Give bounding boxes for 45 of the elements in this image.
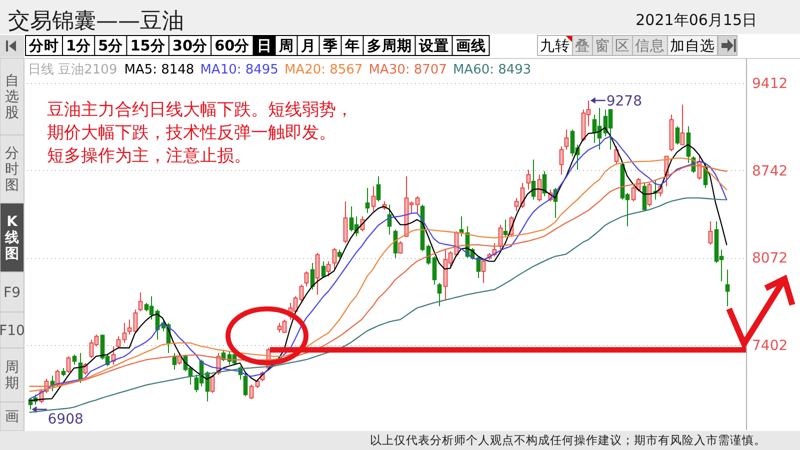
toolbar-label: 15分 xyxy=(130,38,166,54)
toolbar-button: 区 xyxy=(612,35,633,56)
toolbar-label: 周 xyxy=(278,38,294,54)
toolbar-label: 设置 xyxy=(418,38,449,54)
toolbar-label: 5分 xyxy=(98,38,124,54)
toolbar-button: 叠 xyxy=(572,35,593,56)
ytick: 7402 xyxy=(752,338,788,354)
chart-subtitle: 2021年06月15日 xyxy=(636,11,757,29)
toolbar-label: 日 xyxy=(256,38,272,54)
annotation: 期价大幅下跌，技术性反弹一触即发。 xyxy=(47,123,336,143)
chart-title: 交易锦囊——豆油 xyxy=(8,9,184,34)
ytick: 8072 xyxy=(752,250,788,267)
toolbar-button: 加自选 xyxy=(667,35,718,56)
annotation: 6908 xyxy=(48,411,84,428)
side-button: F9 xyxy=(0,272,24,312)
toolbar-label: 分时 xyxy=(29,38,59,54)
side-button: F10 xyxy=(0,312,25,348)
toolbar-label: 多周期 xyxy=(366,38,412,54)
legend-item: MA30: 8707 xyxy=(368,62,447,78)
side-button: 周期 xyxy=(0,348,24,402)
legend-item: MA5: 8148 xyxy=(124,62,194,78)
text: 以上仅代表分析师个人观点不构成任何操作建议；期市有风险入市需谨慎。 xyxy=(370,433,766,447)
toolbar-label: 季 xyxy=(322,38,338,54)
toolbar-button: 窗 xyxy=(592,35,613,56)
side-button: K线图 xyxy=(0,202,24,272)
side-button: 自选股 xyxy=(0,58,24,136)
legend-title: 日线 豆油2109 xyxy=(28,62,118,78)
annotation: 9278 xyxy=(606,93,642,110)
annotation: 短多操作为主，注意止损。 xyxy=(47,146,251,166)
side-button: 画 xyxy=(0,402,24,432)
toolbar-label: 画线 xyxy=(456,38,486,54)
side-button: 分时图 xyxy=(0,134,24,204)
toolbar-label: 30分 xyxy=(172,38,208,54)
toolbar-label: 月 xyxy=(300,38,316,54)
toolbar-button: 信息 xyxy=(632,35,668,56)
toolbar-button: 九转 xyxy=(537,35,573,56)
legend-item: MA20: 8567 xyxy=(284,62,363,78)
legend-item: MA10: 8495 xyxy=(200,62,278,78)
toolbar-label: 60分 xyxy=(214,38,250,54)
ytick: 9412 xyxy=(752,76,788,92)
toolbar-label: 1分 xyxy=(66,38,92,54)
ytick: 8742 xyxy=(752,163,788,180)
annotation: 豆油主力合约日线大幅下跌。短线弱势， xyxy=(47,100,353,120)
toolbar-label: 年 xyxy=(344,38,360,54)
legend-item: MA60: 8493 xyxy=(452,62,532,78)
